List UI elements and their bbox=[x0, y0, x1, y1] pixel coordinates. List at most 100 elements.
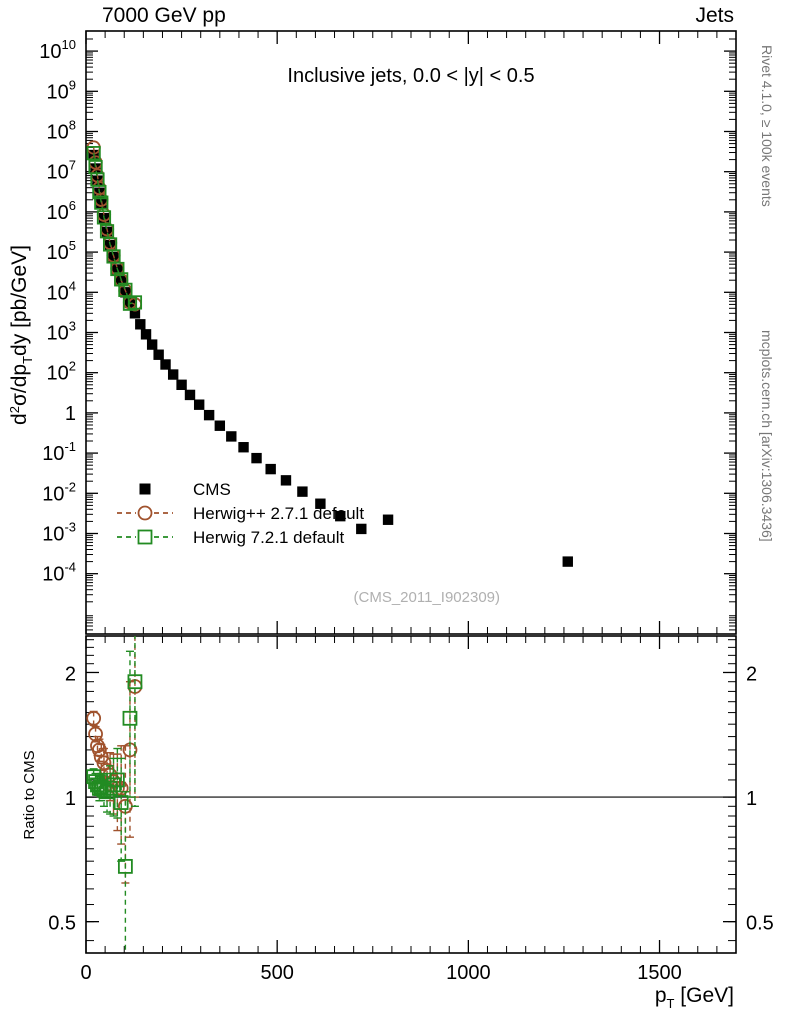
data-point-cms bbox=[356, 523, 367, 535]
data-point-herwigpp bbox=[137, 505, 153, 521]
legend-entry: Herwig 7.2.1 default bbox=[117, 528, 344, 547]
data-point-herwig7 bbox=[91, 780, 107, 796]
data-point-herwig7 bbox=[117, 858, 133, 874]
ratio-ytick-label: 1 bbox=[65, 788, 76, 810]
main-ytick-label: 106 bbox=[47, 198, 76, 224]
data-point-herwig7 bbox=[127, 295, 143, 310]
data-point-cms bbox=[265, 463, 276, 475]
data-point-herwig7 bbox=[110, 261, 125, 277]
ratio-y-ticks bbox=[86, 639, 736, 942]
data-point-cms bbox=[193, 399, 205, 410]
main-ytick-label: 10-4 bbox=[42, 560, 76, 586]
data-point-herwig7 bbox=[96, 210, 112, 225]
data-point-cms bbox=[184, 389, 196, 401]
data-point-herwig7 bbox=[127, 674, 143, 690]
main-ytick-label: 103 bbox=[47, 319, 76, 345]
svg-text:d2σ/dpTdy [pb/GeV]: d2σ/dpTdy [pb/GeV] bbox=[7, 245, 35, 425]
data-point-herwig7 bbox=[113, 795, 129, 810]
data-point-cms bbox=[153, 349, 164, 360]
data-point-cms bbox=[382, 514, 394, 525]
data-point-herwigpp bbox=[91, 742, 107, 758]
ratio-ytick-label-right: 0.5 bbox=[746, 913, 774, 935]
data-point-cms bbox=[140, 329, 152, 340]
main-ytick-label: 102 bbox=[47, 359, 76, 385]
x-tick-labels: 0 500 1000 1500 bbox=[80, 962, 681, 984]
data-point-cms bbox=[146, 339, 158, 350]
main-ytick-label: 104 bbox=[47, 278, 76, 304]
header-beam-label: 7000 GeV pp bbox=[102, 4, 226, 27]
main-panel: d2σ/dpTdy [pb/GeV] Inclusive jets, 0.0 <… bbox=[7, 30, 737, 635]
series-line bbox=[92, 153, 136, 305]
data-point-cms bbox=[176, 379, 187, 391]
data-point-herwig7 bbox=[122, 710, 138, 726]
data-point-cms bbox=[238, 442, 249, 453]
legend-label: CMS bbox=[193, 480, 231, 499]
ratio-errorbar bbox=[130, 636, 139, 807]
ratio-ytick-label-right: 2 bbox=[746, 663, 757, 685]
ratio-ytick-label-right: 1 bbox=[746, 788, 757, 810]
data-point-herwig7 bbox=[94, 195, 109, 210]
legend-entry: Herwig++ 2.7.1 default bbox=[117, 504, 364, 523]
main-plot-frame bbox=[85, 30, 737, 635]
data-point-cms bbox=[167, 369, 179, 380]
xlabel-subT: T bbox=[667, 996, 675, 1011]
ylabel-d: d bbox=[8, 413, 31, 425]
legend-label: Herwig++ 2.7.1 default bbox=[193, 504, 364, 523]
main-ytick-label: 105 bbox=[47, 238, 76, 264]
data-point-herwig7 bbox=[118, 282, 133, 297]
main-x-ticks bbox=[85, 31, 737, 634]
data-point-herwig7 bbox=[92, 185, 107, 200]
legend-label: Herwig 7.2.1 default bbox=[193, 528, 344, 547]
ylabel-subT: T bbox=[20, 356, 35, 364]
ylabel-slash: /dp bbox=[8, 364, 31, 393]
data-point-cms bbox=[139, 483, 151, 495]
ratio-plot-frame bbox=[85, 635, 737, 954]
data-point-cms bbox=[280, 475, 292, 486]
ylabel-exp2: 2 bbox=[7, 406, 22, 413]
ratio-errorbar bbox=[121, 791, 130, 953]
data-point-cms bbox=[203, 409, 215, 421]
ratio-ylabel: Ratio to CMS bbox=[21, 750, 38, 839]
data-point-herwigpp bbox=[86, 710, 102, 726]
ratio-ytick-label: 2 bbox=[65, 663, 76, 685]
data-point-herwig7 bbox=[109, 772, 125, 788]
data-point-herwig7 bbox=[137, 529, 153, 545]
x-tick-label: 0 bbox=[80, 962, 91, 984]
main-ytick-label: 1010 bbox=[39, 37, 76, 63]
data-point-cms bbox=[129, 308, 141, 319]
main-ytick-label: 1 bbox=[65, 403, 76, 425]
plot-title: Inclusive jets, 0.0 < |y| < 0.5 bbox=[287, 65, 534, 87]
main-ytick-label: 10-2 bbox=[42, 479, 76, 505]
data-point-cms bbox=[135, 319, 146, 330]
analysis-watermark: (CMS_2011_I902309) bbox=[354, 589, 500, 606]
data-point-herwig7 bbox=[114, 272, 129, 287]
ratio-panel: Ratio to CMS bbox=[21, 635, 737, 954]
data-point-cms bbox=[226, 431, 237, 442]
x-tick-label: 1000 bbox=[446, 962, 491, 984]
main-ytick-label: 108 bbox=[47, 118, 76, 144]
ratio-errorbar bbox=[106, 765, 115, 815]
x-tick-label: 500 bbox=[260, 962, 293, 984]
legend-entry: CMS bbox=[139, 480, 231, 499]
ratio-errorbar bbox=[113, 747, 122, 819]
side-rivet-version: Rivet 4.1.0, ≥ 100k events bbox=[759, 45, 775, 207]
xlabel-p: p bbox=[655, 984, 667, 1007]
xlabel-unit: [GeV] bbox=[674, 984, 734, 1007]
data-point-cms bbox=[335, 510, 346, 522]
main-ytick-label: 10-1 bbox=[42, 439, 76, 465]
main-ytick-label: 109 bbox=[47, 77, 76, 103]
ylabel-sigma: σ bbox=[8, 393, 31, 406]
main-ylabel: d2σ/dpTdy [pb/GeV] bbox=[7, 245, 35, 425]
header-analysis-label: Jets bbox=[695, 4, 734, 27]
data-point-cms bbox=[562, 556, 573, 567]
x-tick-label: 1500 bbox=[637, 962, 682, 984]
data-point-cms bbox=[297, 486, 308, 497]
ylabel-dy: dy [pb/GeV] bbox=[8, 245, 31, 356]
main-ytick-label: 107 bbox=[47, 158, 76, 184]
main-ytick-label: 10-3 bbox=[42, 520, 76, 546]
data-point-cms bbox=[251, 452, 262, 464]
data-point-cms bbox=[315, 498, 326, 509]
x-axis-title: pT [GeV] bbox=[655, 984, 734, 1011]
